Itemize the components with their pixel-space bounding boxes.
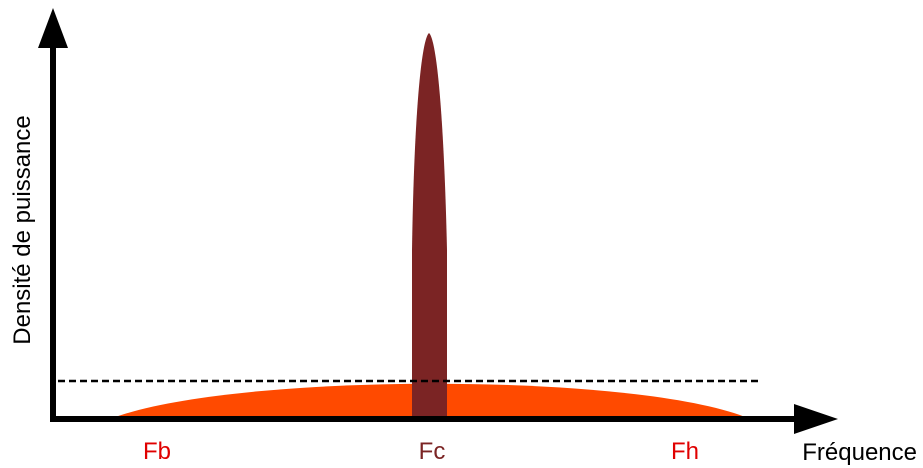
x-axis-arrow-icon	[794, 404, 838, 434]
y-axis-label: Densité de puissance	[9, 115, 36, 344]
fb-label: Fb	[143, 438, 171, 465]
narrowband-peak	[412, 33, 447, 419]
fc-label: Fc	[419, 438, 446, 465]
x-axis-label: Fréquence	[802, 439, 917, 466]
y-axis-arrow-icon	[38, 8, 68, 48]
fh-label: Fh	[671, 438, 699, 465]
